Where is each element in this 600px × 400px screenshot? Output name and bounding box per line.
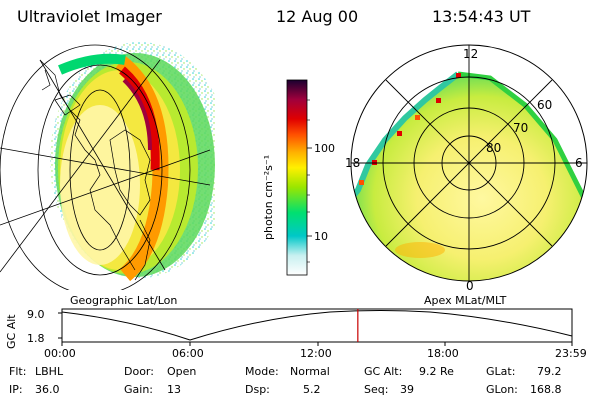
colorbar-tick-100: 100 bbox=[314, 142, 335, 155]
left-map-caption: Geographic Lat/Lon bbox=[70, 294, 178, 307]
gc-alt-value: 9.2 Re bbox=[419, 365, 454, 378]
seq-value: 39 bbox=[400, 383, 414, 396]
filter-label: Flt: bbox=[9, 365, 27, 378]
timeline-x-tick-1: 06:00 bbox=[172, 347, 204, 360]
colorbar-unit-label: photon cm⁻²s⁻¹ bbox=[262, 154, 275, 240]
timeline-x-tick-2: 12:00 bbox=[300, 347, 332, 360]
glat-value: 79.2 bbox=[537, 365, 562, 378]
colorbar-tick-10: 10 bbox=[314, 230, 328, 243]
mode-value: Normal bbox=[290, 365, 330, 378]
mlt-label-bottom: 0 bbox=[466, 279, 474, 293]
gc-alt-label: GC Alt: bbox=[364, 365, 403, 378]
ip-value: 36.0 bbox=[35, 383, 60, 396]
glat-label: GLat: bbox=[486, 365, 516, 378]
instrument-title: Ultraviolet Imager bbox=[17, 7, 162, 26]
timeline-plot bbox=[58, 308, 573, 346]
glon-value: 168.8 bbox=[530, 383, 562, 396]
mlat-label-70: 70 bbox=[513, 121, 529, 135]
filter-value: LBHL bbox=[35, 365, 64, 378]
time-label: 13:54:43 UT bbox=[432, 7, 531, 26]
mode-label: Mode: bbox=[245, 365, 279, 378]
geographic-map bbox=[0, 42, 215, 290]
mlat-label-60: 60 bbox=[537, 98, 553, 112]
timeline-x-tick-0: 00:00 bbox=[44, 347, 76, 360]
door-label: Door: bbox=[124, 365, 154, 378]
seq-label: Seq: bbox=[364, 383, 389, 396]
date-label: 12 Aug 00 bbox=[276, 7, 359, 26]
polar-map bbox=[350, 44, 588, 282]
colorbar bbox=[286, 79, 312, 276]
timeline-x-tick-3: 18:00 bbox=[427, 347, 459, 360]
gain-value: 13 bbox=[167, 383, 181, 396]
timeline-y-label: GC Alt bbox=[5, 314, 18, 349]
timeline-y-tick-low: 1.8 bbox=[27, 332, 45, 345]
dsp-value: 5.2 bbox=[303, 383, 321, 396]
timeline-y-tick-high: 9.0 bbox=[27, 308, 45, 321]
mlt-label-right: 6 bbox=[575, 156, 583, 170]
gain-label: Gain: bbox=[124, 383, 153, 396]
mlt-label-left: 18 bbox=[345, 156, 361, 170]
timeline-x-tick-4: 23:59 bbox=[555, 347, 587, 360]
mlt-label-top: 12 bbox=[463, 47, 479, 61]
ip-label: IP: bbox=[9, 383, 23, 396]
door-value: Open bbox=[167, 365, 197, 378]
right-map-caption: Apex MLat/MLT bbox=[424, 294, 507, 307]
glon-label: GLon: bbox=[486, 383, 518, 396]
dsp-label: Dsp: bbox=[245, 383, 270, 396]
mlat-label-80: 80 bbox=[486, 141, 502, 155]
